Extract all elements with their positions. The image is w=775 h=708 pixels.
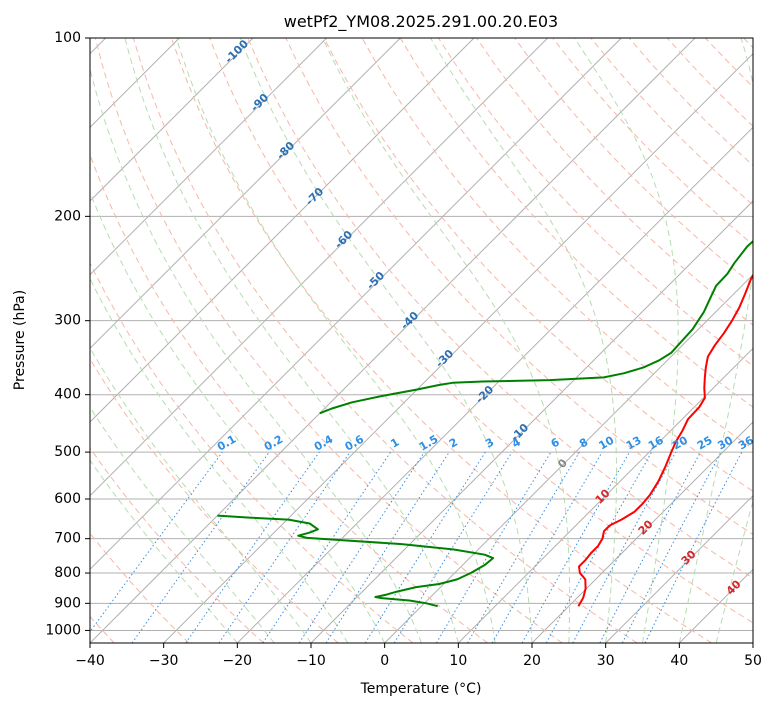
y-tick-label: 700 [54, 531, 81, 547]
moist-adiabat-30 [430, 38, 617, 643]
mixing-ratio-line-0.1 [90, 451, 223, 633]
mixing-ratio-line-2 [325, 451, 450, 643]
moist-adiabat-15 [175, 38, 496, 643]
isotherm-10 [457, 347, 753, 643]
dry-adiabat-80 [323, 38, 753, 492]
mixing-ratio-line-0.2 [131, 451, 270, 643]
y-tick-label: 100 [54, 30, 81, 46]
y-tick-label: 900 [54, 595, 81, 611]
mixing-ratio-line-16 [545, 451, 653, 643]
mixing-ratio-line-1.5 [298, 451, 425, 643]
y-tick-label: 300 [54, 313, 81, 329]
isotherm--60 [90, 38, 549, 497]
x-tick-label: −20 [223, 653, 253, 669]
dry-adiabat-20 [94, 38, 563, 643]
dry-adiabat--10 [90, 357, 339, 643]
x-tick-label: 0 [380, 653, 389, 669]
mixing-ratio-line-13 [521, 451, 630, 643]
x-tick-label: 40 [670, 653, 688, 669]
dry-adiabat-40 [171, 38, 712, 643]
isotherm--100 [90, 38, 254, 202]
moist-adiabat-0 [90, 190, 386, 643]
y-tick-label: 400 [54, 387, 81, 403]
moist-adiabat--15 [90, 406, 275, 643]
moist-adiabat-35 [574, 38, 679, 643]
y-axis-label: Pressure (hPa) [12, 290, 28, 390]
x-tick-label: 30 [597, 653, 615, 669]
moist-adiabat-45 [715, 499, 753, 643]
isotherm--20 [236, 126, 753, 643]
x-tick-label: −40 [75, 653, 105, 669]
x-tick-label: −10 [296, 653, 326, 669]
isotherm--50 [90, 38, 622, 571]
moist-adiabat--20 [90, 459, 238, 643]
moist-adiabat-5 [90, 66, 422, 643]
mixing-ratio-line-36 [644, 451, 743, 643]
mixing-ratio-line-4 [393, 451, 513, 643]
isotherm--30 [163, 52, 753, 643]
dry-adiabat--20 [90, 447, 264, 643]
moist-adiabat-25 [322, 38, 571, 643]
isotherm-20 [531, 421, 753, 643]
mixing-ratio-line-1 [262, 451, 392, 643]
axes: −40 −30 −20 −10 0 10 20 30 40 50 100 200 300 400 500 60… [45, 30, 762, 669]
moist-adiabat-10 [124, 38, 459, 643]
x-tick-label: 10 [449, 653, 467, 669]
dry-adiabat-0 [90, 261, 414, 643]
y-tick-label: 1000 [45, 622, 81, 638]
y-tick-label: 600 [54, 491, 81, 507]
profile-dewpoint-upper [319, 239, 753, 415]
dry-adiabat-120 [476, 38, 753, 326]
isotherm--80 [90, 38, 401, 350]
moist-adiabat-40 [678, 38, 753, 643]
dry-adiabat-70 [285, 38, 753, 536]
moist-adiabat--5 [90, 277, 349, 643]
dry-adiabat-50 [209, 38, 753, 624]
mixing-ratio-line-0.4 [185, 451, 320, 643]
y-tick-label: 800 [54, 565, 81, 581]
isotherm-0 [384, 273, 753, 643]
x-tick-label: 50 [744, 653, 762, 669]
x-tick-label: 20 [523, 653, 541, 669]
x-axis-label: Temperature (°C) [360, 681, 482, 697]
profile-temperature [577, 273, 753, 607]
plot-frame [89, 37, 754, 644]
mixing-ratio-line-20 [572, 451, 677, 643]
isotherm--70 [90, 38, 475, 423]
y-tick-label: 200 [54, 208, 81, 224]
plot-area [90, 38, 753, 643]
chart-title: wetPf2_YM08.2025.291.00.20.E03 [284, 12, 558, 32]
dry-adiabat-30 [132, 38, 638, 643]
isotherm--90 [90, 38, 328, 276]
mixing-ratio-line-0.6 [218, 451, 351, 643]
profile-dewpoint [217, 514, 495, 608]
x-tick-label: −30 [149, 653, 179, 669]
moist-adiabat-20 [239, 38, 533, 643]
moist-adiabat--10 [90, 346, 312, 643]
dry-adiabat-60 [247, 38, 753, 579]
y-tick-label: 500 [54, 444, 81, 460]
isotherm-30 [605, 494, 753, 643]
